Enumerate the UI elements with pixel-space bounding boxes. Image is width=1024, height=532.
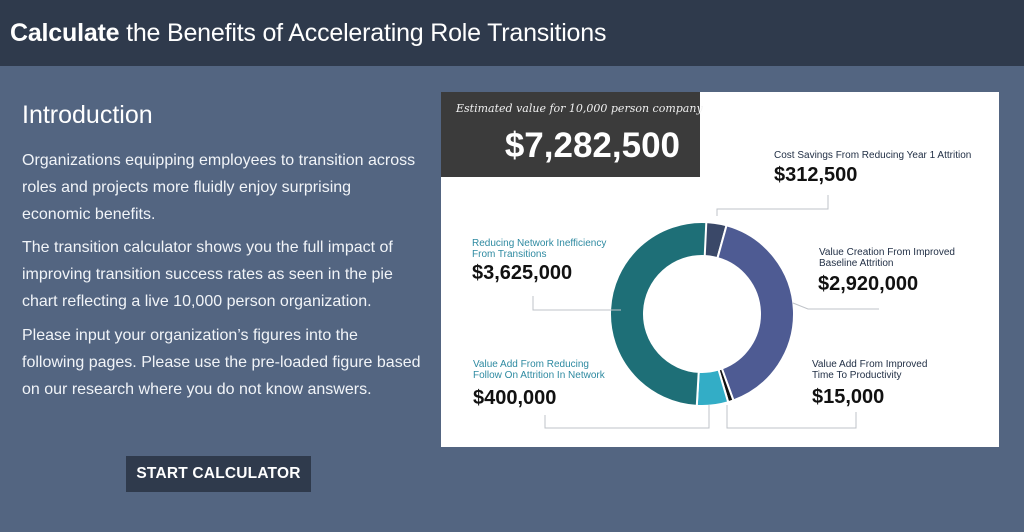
estimate-value: $7,282,500 [504,126,680,165]
page-title: Calculate the Benefits of Accelerating R… [10,17,606,49]
page-title-bold: Calculate [10,19,120,47]
page-title-rest: the Benefits of Accelerating Role Transi… [119,19,607,47]
leader-line-follow-on-attrition [544,405,710,429]
slice-network-inefficiency [609,221,708,407]
label-cost-savings: Cost Savings From Reducing Year 1 Attrit… [774,150,972,161]
intro-paragraph-3: Please input your organization’s figures… [22,327,421,398]
intro-heading: Introduction [22,101,153,129]
header-bar: Calculate the Benefits of Accelerating R… [0,0,1024,66]
leader-line-cost-savings [716,195,829,216]
value-time-to-productivity: $15,000 [812,386,885,408]
value-chart-panel: Estimated value for 10,000 person compan… [441,92,999,447]
leader-line-network-inefficiency [532,296,621,311]
slice-value-creation [716,224,795,402]
chart-slices [609,220,795,407]
start-calculator-button[interactable]: START CALCULATOR [126,456,311,492]
label-network-inefficiency: Reducing Network Inefficiency From Trans… [472,238,607,260]
label-time-to-productivity: Value Add From Improved Time To Producti… [812,359,928,381]
value-cost-savings: $312,500 [774,164,858,186]
value-follow-on-attrition: $400,000 [473,387,557,409]
label-follow-on-attrition: Value Add From Reducing Follow On Attrit… [473,359,605,381]
estimate-label: Estimated value for 10,000 person compan… [456,102,703,115]
label-value-creation: Value Creation From Improved Baseline At… [819,247,955,269]
intro-paragraph-1: Organizations equipping employees to tra… [22,152,416,223]
value-network-inefficiency: $3,625,000 [472,262,573,284]
leader-line-time-to-productivity [726,405,857,429]
value-value-creation: $2,920,000 [818,273,919,295]
leader-line-value-creation [792,302,879,310]
intro-paragraph-2: The transition calculator shows you the … [22,239,393,310]
donut-chart [532,195,879,429]
chart-leader-lines [532,195,879,429]
estimate-box: Estimated value for 10,000 person compan… [441,92,703,177]
